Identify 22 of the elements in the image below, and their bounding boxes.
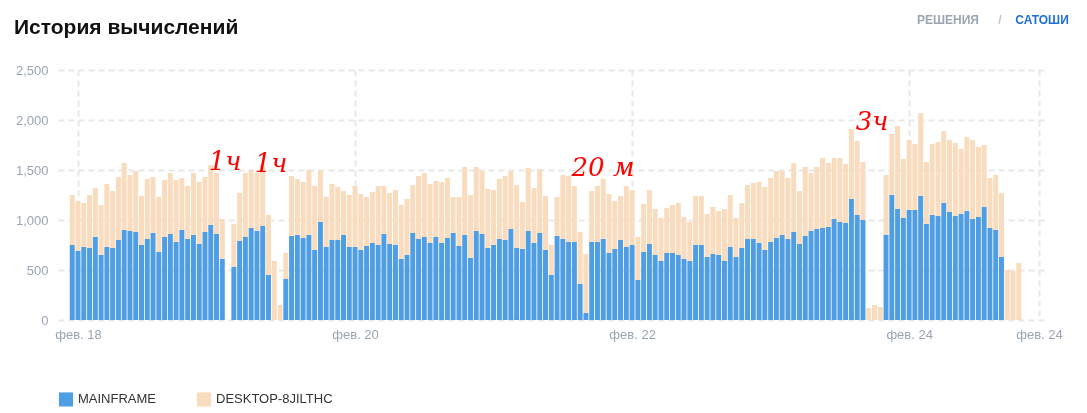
text: РЕШЕНИЯ [917, 13, 979, 27]
x-tick-label: фев. 20 [332, 326, 379, 342]
legend-label: MAINFRAME [78, 391, 157, 407]
y-tick-label: 1,000 [15, 212, 49, 228]
y-tick-label: 2,500 [15, 62, 49, 78]
text: / [998, 13, 1003, 27]
y-tick-label: 0 [41, 312, 49, 328]
annotation: 20 м [570, 152, 635, 182]
chart-title: История вычислений [14, 15, 239, 38]
bar [283, 253, 289, 279]
annotation: 3ч [855, 106, 889, 136]
annotation: 1ч [254, 148, 288, 178]
y-tick-label: 2,000 [15, 112, 49, 128]
text: САТОШИ [1015, 13, 1069, 27]
x-tick-label: фев. 18 [55, 326, 102, 342]
annotation: 1ч [208, 146, 242, 176]
y-tick-label: 500 [26, 262, 49, 278]
legend-label: DESKTOP-8JILTHC [216, 391, 333, 407]
x-tick-label: фев. 24 [1016, 326, 1063, 342]
x-tick-label: фев. 24 [886, 326, 933, 342]
y-tick-label: 1,500 [15, 162, 49, 178]
x-tick-label: фев. 22 [609, 326, 656, 342]
